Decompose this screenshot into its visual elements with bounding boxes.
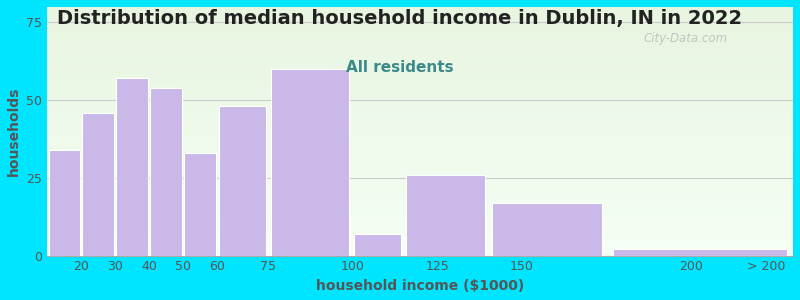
Bar bbox=[354, 234, 402, 256]
Bar bbox=[82, 112, 114, 256]
Bar bbox=[116, 78, 148, 256]
Bar bbox=[406, 175, 485, 256]
Text: Distribution of median household income in Dublin, IN in 2022: Distribution of median household income … bbox=[58, 9, 742, 28]
Bar bbox=[184, 153, 216, 256]
Y-axis label: households: households bbox=[7, 87, 21, 176]
Text: All residents: All residents bbox=[346, 60, 454, 75]
Bar bbox=[49, 150, 80, 256]
Text: City-Data.com: City-Data.com bbox=[644, 32, 728, 45]
Bar bbox=[150, 88, 182, 256]
X-axis label: household income ($1000): household income ($1000) bbox=[316, 279, 524, 293]
Bar bbox=[613, 249, 786, 256]
Bar bbox=[492, 203, 602, 256]
Bar bbox=[270, 69, 350, 256]
Bar bbox=[218, 106, 266, 256]
